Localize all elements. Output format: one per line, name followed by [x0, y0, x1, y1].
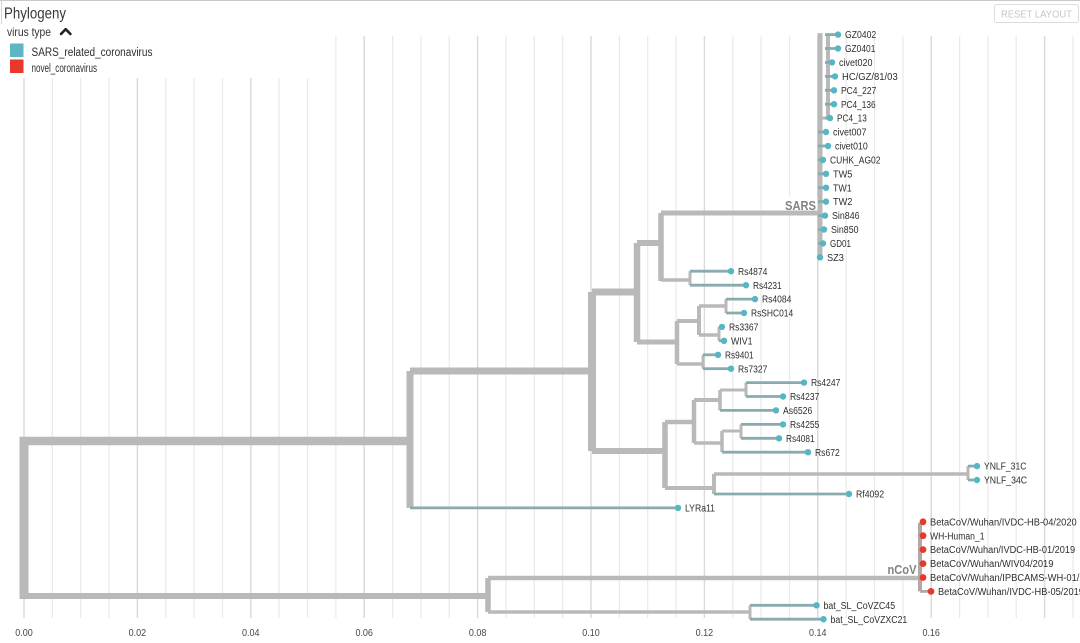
- svg-text:Sin846: Sin846: [832, 211, 860, 222]
- svg-text:bat_SL_CoVZXC21: bat_SL_CoVZXC21: [831, 615, 908, 626]
- svg-text:BetaCoV/Wuhan/IVDC-HB-04/2020: BetaCoV/Wuhan/IVDC-HB-04/2020: [930, 517, 1077, 528]
- svg-text:GZ0401: GZ0401: [845, 44, 875, 55]
- svg-text:Rs3367: Rs3367: [729, 323, 758, 334]
- svg-text:GZ0402: GZ0402: [845, 30, 876, 41]
- svg-text:novel_coronavirus: novel_coronavirus: [32, 63, 98, 75]
- svg-text:Rs7327: Rs7327: [738, 364, 767, 375]
- svg-text:Rs4255: Rs4255: [790, 420, 820, 431]
- svg-text:0.08: 0.08: [469, 628, 487, 639]
- svg-text:PC4_227: PC4_227: [841, 86, 876, 97]
- svg-text:Rs9401: Rs9401: [725, 350, 754, 361]
- svg-text:0.12: 0.12: [696, 628, 714, 639]
- svg-text:0.04: 0.04: [242, 628, 260, 639]
- svg-text:nCoV: nCoV: [888, 562, 917, 577]
- svg-text:Rf4092: Rf4092: [856, 490, 884, 501]
- svg-text:Rs4247: Rs4247: [811, 378, 840, 389]
- svg-text:LYRa11: LYRa11: [685, 504, 715, 515]
- svg-text:TW2: TW2: [833, 197, 852, 208]
- svg-text:PC4_136: PC4_136: [841, 100, 876, 111]
- svg-text:0.00: 0.00: [15, 628, 33, 639]
- svg-text:Sin850: Sin850: [831, 225, 859, 236]
- svg-text:GD01: GD01: [830, 239, 851, 250]
- svg-text:RESET LAYOUT: RESET LAYOUT: [1001, 10, 1072, 21]
- svg-text:Phylogeny: Phylogeny: [4, 6, 66, 23]
- svg-text:As6526: As6526: [783, 406, 813, 417]
- svg-text:BetaCoV/Wuhan/IVDC-HB-05/2019: BetaCoV/Wuhan/IVDC-HB-05/2019: [938, 587, 1080, 598]
- svg-text:WH-Human_1: WH-Human_1: [930, 531, 985, 542]
- svg-text:0.02: 0.02: [129, 628, 147, 639]
- svg-text:bat_SL_CoVZC45: bat_SL_CoVZC45: [824, 601, 896, 612]
- svg-text:BetaCoV/Wuhan/IPBCAMS-WH-01/2: BetaCoV/Wuhan/IPBCAMS-WH-01/2: [930, 573, 1080, 584]
- svg-text:BetaCoV/Wuhan/WIV04/2019: BetaCoV/Wuhan/WIV04/2019: [930, 559, 1053, 570]
- svg-text:YNLF_31C: YNLF_31C: [984, 462, 1026, 473]
- svg-text:civet010: civet010: [835, 142, 868, 153]
- svg-text:0.16: 0.16: [922, 628, 940, 639]
- svg-text:TW1: TW1: [833, 183, 852, 194]
- svg-text:Rs4084: Rs4084: [762, 295, 792, 306]
- svg-text:Rs4231: Rs4231: [753, 281, 782, 292]
- svg-text:RsSHC014: RsSHC014: [751, 309, 794, 320]
- svg-text:SZ3: SZ3: [827, 253, 844, 264]
- svg-text:virus type: virus type: [7, 25, 51, 39]
- svg-text:CUHK_AG02: CUHK_AG02: [830, 156, 881, 167]
- svg-text:Rs4874: Rs4874: [738, 267, 768, 278]
- svg-text:YNLF_34C: YNLF_34C: [984, 476, 1027, 487]
- svg-text:0.06: 0.06: [355, 628, 373, 639]
- svg-text:SARS_related_coronavirus: SARS_related_coronavirus: [32, 47, 153, 59]
- svg-text:TW5: TW5: [833, 169, 853, 180]
- svg-text:0.10: 0.10: [582, 628, 600, 639]
- svg-text:WIV1: WIV1: [731, 336, 753, 347]
- svg-text:civet020: civet020: [839, 58, 873, 69]
- svg-text:SARS: SARS: [785, 198, 816, 213]
- svg-text:PC4_13: PC4_13: [837, 114, 867, 125]
- svg-text:Rs4237: Rs4237: [790, 392, 819, 403]
- svg-text:Rs672: Rs672: [815, 448, 840, 459]
- svg-text:BetaCoV/Wuhan/IVDC-HB-01/2019: BetaCoV/Wuhan/IVDC-HB-01/2019: [930, 545, 1075, 556]
- svg-text:Rs4081: Rs4081: [786, 434, 815, 445]
- svg-text:0.14: 0.14: [809, 628, 827, 639]
- svg-text:civet007: civet007: [833, 128, 867, 139]
- svg-text:HC/GZ/81/03: HC/GZ/81/03: [842, 72, 898, 83]
